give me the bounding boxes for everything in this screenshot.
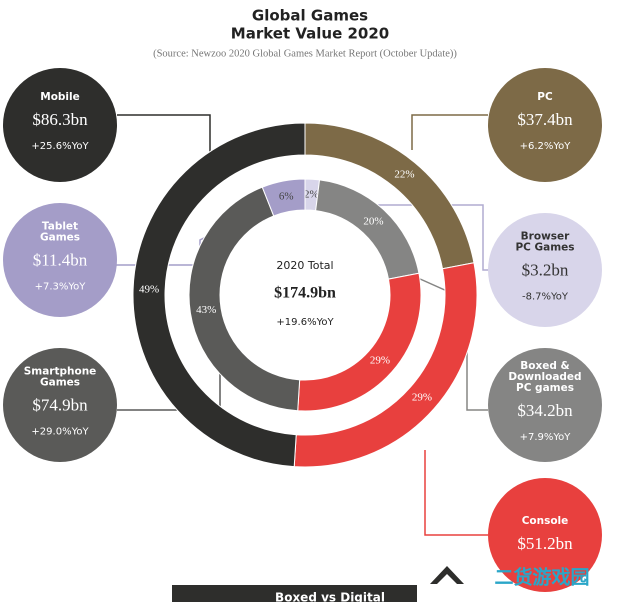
- watermark: 二货游戏园: [494, 566, 589, 589]
- callout-change: +25.6%YoY: [31, 141, 89, 152]
- callout-value: $86.3bn: [32, 110, 88, 129]
- callout-circle: [3, 348, 117, 462]
- center-change: +19.6%YoY: [276, 317, 334, 328]
- callout-name: Browser: [521, 231, 570, 243]
- callout-value: $51.2bn: [517, 534, 573, 553]
- callout-change: +29.0%YoY: [31, 427, 89, 438]
- segment-label: 6%: [279, 190, 294, 202]
- footer-text: Boxed vs Digital: [275, 591, 385, 602]
- center-value: $174.9bn: [274, 285, 336, 302]
- donut-segment: [188, 186, 301, 412]
- watermark-icon: [430, 566, 464, 584]
- callout-circle: [488, 348, 602, 462]
- callout-name: Games: [40, 232, 80, 244]
- segment-label: 20%: [363, 216, 383, 228]
- callout-circle: [3, 68, 117, 182]
- segment-label: 29%: [370, 355, 390, 367]
- center-label: 2020 Total: [276, 259, 333, 272]
- donut-segment: [132, 122, 306, 468]
- callout-change: +7.9%YoY: [520, 432, 572, 443]
- callout-name: Boxed &: [520, 360, 569, 372]
- callout-name: PC games: [516, 382, 574, 394]
- segment-label: 22%: [394, 168, 414, 180]
- callout-circle: [488, 213, 602, 327]
- callout-name: PC: [537, 91, 553, 103]
- segment-label: 43%: [196, 304, 216, 316]
- callout-change: +7.3%YoY: [35, 282, 87, 293]
- callout-name: Mobile: [40, 91, 80, 103]
- callout-value: $34.2bn: [517, 401, 573, 420]
- callout-name: Console: [522, 515, 569, 527]
- callout-name: Games: [40, 377, 80, 389]
- title-line: Global Games: [252, 7, 368, 25]
- callout-name: Smartphone: [24, 366, 97, 378]
- callout-circle: [488, 68, 602, 182]
- callout-change: -8.7%YoY: [522, 292, 569, 303]
- callout-change: +6.2%YoY: [520, 141, 572, 152]
- footer-bar: [172, 585, 417, 602]
- segment-label: 29%: [412, 392, 432, 404]
- title-line: Market Value 2020: [231, 25, 389, 43]
- callout-name: PC Games: [515, 242, 574, 254]
- donut-segment: [261, 178, 306, 217]
- callout-circle: [3, 203, 117, 317]
- subtitle: (Source: Newzoo 2020 Global Games Market…: [153, 48, 457, 59]
- donut: 22% 29% 49% 2% 20% 29% 43% 6%: [132, 122, 478, 468]
- segment-label: 2%: [304, 189, 319, 201]
- callout-name: Downloaded: [508, 371, 581, 383]
- callout-value: $3.2bn: [522, 260, 569, 279]
- callouts: Mobile$86.3bn+25.6%YoYTabletGames$11.4bn…: [3, 68, 602, 592]
- callout-value: $11.4bn: [33, 250, 88, 269]
- callout-value: $37.4bn: [517, 110, 573, 129]
- callout-value: $74.9bn: [32, 395, 88, 414]
- callout-name: Tablet: [42, 221, 78, 233]
- callout-circle: [488, 478, 602, 592]
- segment-label: 49%: [139, 284, 159, 296]
